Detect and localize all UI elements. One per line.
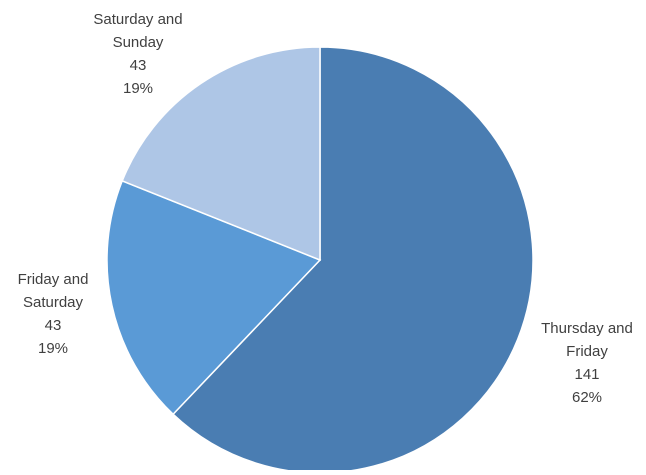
data-label-percent-text: 62% (572, 389, 602, 406)
data-label-value-text: 43 (130, 57, 147, 74)
pie-slice-saturday-and-sunday (121, 46, 321, 262)
labels-layer: Thursday and Friday 141 62% Friday and Saturd… (18, 11, 633, 406)
data-label-percent-text: 19% (38, 340, 68, 357)
slices-layer (106, 46, 534, 474)
data-label-value-text: 141 (574, 366, 599, 383)
data-label-thursday-and-friday: Thursday and Friday 141 62% (541, 320, 633, 406)
data-label-category-text: Saturday and (93, 11, 182, 28)
data-label-category-text: Friday and (18, 271, 89, 288)
data-label-friday-and-saturday: Friday and Saturday 43 19% (18, 271, 89, 357)
data-label-category-text: Saturday (23, 294, 84, 311)
data-label-category-text: Sunday (113, 34, 164, 51)
data-label-value-text: 43 (45, 317, 62, 334)
data-label-category-text: Thursday and (541, 320, 633, 337)
data-label-percent-text: 19% (123, 80, 153, 97)
data-label-category-text: Friday (566, 343, 608, 360)
pie-slice-thursday-and-friday (172, 46, 534, 474)
data-label-saturday-and-sunday: Saturday and Sunday 43 19% (93, 11, 182, 97)
